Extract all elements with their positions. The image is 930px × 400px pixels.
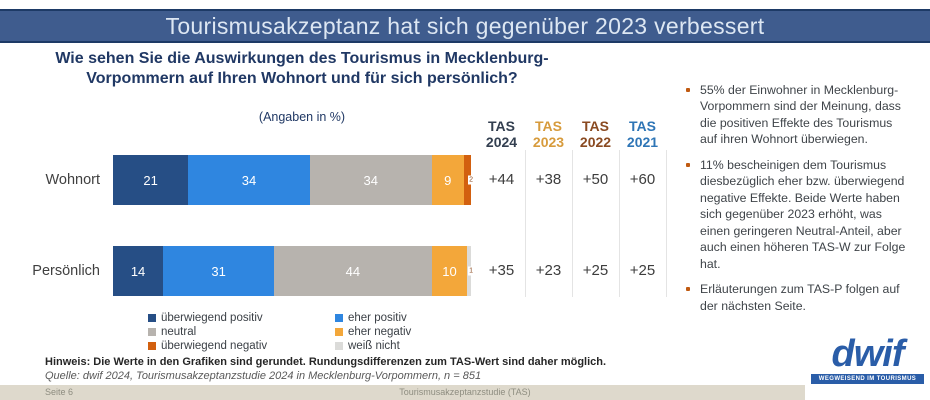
legend-item-neutral: neutral: [148, 326, 335, 338]
dwif-logo: dwif WEGWEISEND IM TOURISMUS: [805, 332, 930, 400]
legend-swatch: [148, 342, 156, 350]
sidebar-bullets: 55% der Einwohner in Mecklenburg-Vorpomm…: [684, 82, 908, 323]
segment-value: 31: [211, 263, 226, 279]
stacked-bar: 14 31 44 10 1: [113, 246, 474, 296]
page-number: Seite 6: [45, 387, 74, 397]
legend-label: eher positiv: [348, 312, 407, 324]
slide-title: Tourismusakzeptanz hat sich gegenüber 20…: [165, 12, 765, 39]
legend-item-eher-positiv: eher positiv: [335, 312, 411, 324]
bar-segment-eher-negativ: 9: [431, 155, 464, 205]
bullet-text: 11% bescheinigen dem Tourismus diesbezüg…: [700, 157, 906, 271]
legend-item-eher-negativ: eher negativ: [335, 326, 411, 338]
legend-item--berwiegend-negativ: überwiegend negativ: [148, 340, 335, 352]
tas-year: 2021: [626, 134, 659, 151]
bar-row-pers-nlich: Persönlich 14 31 44 10 1: [0, 246, 690, 296]
bar-segment-eher-positiv: 34: [188, 155, 310, 205]
bar-segment-eher-negativ: 10: [431, 246, 468, 296]
tas-label: TAS: [582, 118, 609, 134]
bullet-text: 55% der Einwohner in Mecklenburg-Vorpomm…: [700, 83, 901, 147]
tas-year: 2022: [579, 134, 612, 151]
bar-segment-eher-positiv: 31: [163, 246, 275, 296]
dwif-logo-tagline: WEGWEISEND IM TOURISMUS: [811, 374, 924, 384]
tas-column-divider: [525, 150, 526, 297]
segment-value: 9: [444, 172, 452, 188]
tas-column-header-2022: TAS 2022: [572, 118, 619, 150]
bar-segment--berwiegend-negativ: 2: [463, 155, 474, 205]
dwif-logo-text: dwif: [831, 333, 905, 375]
tas-column-header-2023: TAS 2023: [525, 118, 572, 150]
legend-item-wei-nicht: weiß nicht: [335, 340, 411, 352]
tas-label: TAS: [488, 118, 515, 134]
bar-segment-wei-nicht: 1: [467, 246, 474, 296]
legend-label: neutral: [161, 326, 197, 338]
legend-swatch: [335, 328, 343, 336]
tas-values-row-wohnort: +44 +38 +50 +60: [478, 155, 666, 205]
tas-column-header-2024: TAS 2024: [478, 118, 525, 150]
legend-swatch: [148, 314, 156, 322]
tas-value: +25: [582, 262, 609, 279]
legend-swatch: [335, 314, 343, 322]
stacked-bar: 21 34 34 9 2: [113, 155, 474, 205]
bullet-icon: [686, 162, 690, 167]
bar-segment-neutral: 34: [309, 155, 432, 205]
tas-header: TAS 2024 TAS 2023 TAS 2022 TAS 2021: [478, 118, 666, 150]
segment-value: 34: [241, 172, 257, 188]
legend-swatch: [335, 342, 343, 350]
bottom-bar: Seite 6 Tourismusakzeptanzstudie (TAS): [0, 385, 930, 400]
tas-year: 2024: [485, 134, 518, 151]
tas-value: +50: [582, 171, 609, 188]
bar-segment--berwiegend-positiv: 21: [113, 155, 189, 205]
tas-value: +35: [488, 262, 515, 279]
tas-value: +23: [535, 262, 562, 279]
legend-item--berwiegend-positiv: überwiegend positiv: [148, 312, 335, 324]
segment-value: 34: [363, 172, 378, 188]
legend-column: eher positiv eher negativ weiß nicht: [335, 312, 411, 352]
segment-value: 2: [468, 175, 474, 185]
tas-value: +25: [629, 262, 656, 279]
tas-column-divider: [666, 150, 667, 297]
footer-center-label: Tourismusakzeptanzstudie (TAS): [399, 387, 531, 397]
bullet-item-1: 55% der Einwohner in Mecklenburg-Vorpomm…: [684, 82, 908, 148]
tas-column-divider: [619, 150, 620, 297]
hinweis-note: Hinweis: Die Werte in den Grafiken sind …: [45, 356, 607, 368]
bullet-icon: [686, 287, 690, 292]
legend-column: überwiegend positiv neutral überwiegend ne…: [148, 312, 335, 352]
source-note: Quelle: dwif 2024, Tourismusakzeptanzstu…: [45, 370, 482, 382]
bullet-icon: [686, 88, 690, 92]
tas-year: 2023: [532, 134, 565, 151]
legend-label: eher negativ: [348, 326, 412, 338]
tas-value: +44: [488, 171, 515, 188]
tas-label: TAS: [629, 118, 656, 134]
segment-value: 10: [442, 263, 457, 279]
bar-category-label: Wohnort: [45, 172, 100, 188]
legend-swatch: [148, 328, 156, 336]
question-subtitle: (Angaben in %): [258, 110, 346, 124]
tas-value: +38: [535, 171, 562, 188]
tas-label: TAS: [535, 118, 562, 134]
bar-segment--berwiegend-positiv: 14: [113, 246, 164, 296]
bar-row-wohnort: Wohnort 21 34 34 9 2: [0, 155, 690, 205]
tas-values-row-pers-nlich: +35 +23 +25 +25: [478, 246, 666, 296]
bar-category-label: Persönlich: [32, 263, 100, 279]
legend-label: weiß nicht: [348, 340, 400, 352]
tas-value: +60: [629, 171, 656, 188]
tas-column-header-2021: TAS 2021: [619, 118, 666, 150]
tas-column-divider: [572, 150, 573, 297]
question-text: Wie sehen Sie die Auswirkungen des Touri…: [55, 50, 549, 87]
title-bar: Tourismusakzeptanz hat sich gegenüber 20…: [0, 9, 930, 43]
bar-segment-neutral: 44: [274, 246, 432, 296]
segment-value: 14: [130, 263, 146, 279]
legend-label: überwiegend positiv: [161, 312, 263, 324]
segment-value: 1: [468, 266, 474, 276]
segment-value: 21: [143, 172, 158, 188]
bullet-item-3: Erläuterungen zum TAS-P folgen auf der n…: [684, 281, 908, 314]
bullet-text: Erläuterungen zum TAS-P folgen auf der n…: [700, 282, 900, 313]
chart-legend: überwiegend positiv neutral überwiegend ne…: [148, 312, 411, 352]
segment-value: 44: [345, 263, 361, 279]
bullet-item-2: 11% bescheinigen dem Tourismus diesbezüg…: [684, 157, 908, 272]
legend-label: überwiegend negativ: [161, 340, 268, 352]
